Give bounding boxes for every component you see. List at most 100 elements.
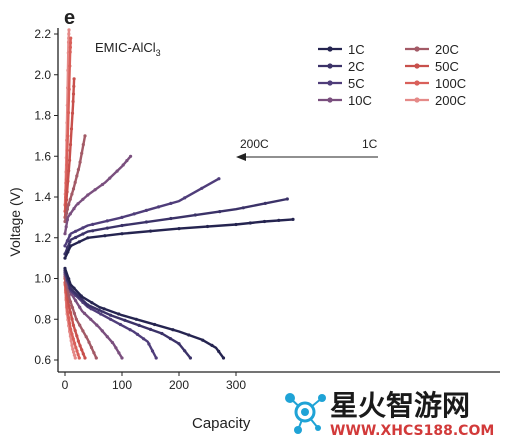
legend-marker-10C <box>327 97 333 103</box>
x-axis-label: Capacity <box>192 415 251 432</box>
series-5C-marker <box>132 212 136 216</box>
series-10C-marker <box>117 351 121 355</box>
series-5C-marker <box>128 328 132 332</box>
series-20C-marker <box>83 134 87 138</box>
legend-label-10C: 10C <box>348 93 372 108</box>
series-5C-marker <box>120 215 124 219</box>
series-5C-marker <box>105 219 109 223</box>
x-ticks: 0 100 200 300 <box>62 372 246 392</box>
series-100C-marker <box>67 87 71 91</box>
series-1C-marker <box>262 219 267 224</box>
series-10C-marker <box>100 329 104 333</box>
series-2C-marker <box>109 313 113 317</box>
series-1C-marker <box>86 236 90 240</box>
series-5C-charge <box>63 177 221 248</box>
series-20C-marker <box>73 180 77 184</box>
legend-label-20C: 20C <box>435 42 459 57</box>
series-100C-marker <box>66 134 70 138</box>
series-50C-marker <box>67 169 71 173</box>
series-10C-marker <box>89 317 93 321</box>
series-200C-marker <box>67 28 71 32</box>
legend-label-50C: 50C <box>435 59 459 74</box>
series-5C-marker <box>74 229 78 233</box>
series-2C-marker <box>148 327 153 331</box>
series-100C-marker <box>74 345 78 350</box>
series-50C-marker <box>64 198 69 202</box>
series-20C-marker <box>70 306 75 310</box>
series-5C-marker <box>157 205 161 209</box>
series-1C-marker <box>177 227 181 231</box>
series-20C-marker <box>67 294 71 298</box>
series-20C-marker <box>81 143 85 147</box>
legend-marker-20C <box>414 46 420 52</box>
series-5C-marker <box>109 317 113 321</box>
series-50C-marker <box>81 352 85 356</box>
series-2C-marker <box>74 235 78 240</box>
series-200C-marker <box>69 339 73 343</box>
series-50C-marker <box>71 92 76 96</box>
series-200C-marker <box>70 343 74 347</box>
series-50C-marker <box>66 179 70 183</box>
series-10C-marker <box>125 159 129 163</box>
series-100C-marker <box>66 111 71 115</box>
series-50C-marker <box>68 158 72 162</box>
series-100C-marker <box>70 332 74 336</box>
series-10C-marker <box>100 182 105 187</box>
series-1C-marker <box>201 338 205 342</box>
series-2C-marker <box>91 229 95 233</box>
series-1C-marker <box>277 218 281 222</box>
series-50C-marker <box>70 111 75 115</box>
series-10C-marker <box>93 188 97 192</box>
series-50C-marker <box>71 323 76 327</box>
series-100C-marker <box>65 163 69 167</box>
series-20C-marker <box>87 340 91 344</box>
series-1C-marker <box>148 229 153 233</box>
series-5C-marker <box>150 349 155 353</box>
series-20C-marker <box>92 351 96 355</box>
series-10C-marker <box>82 311 87 315</box>
series-50C-marker <box>71 99 75 104</box>
series-10C-marker <box>81 197 85 201</box>
y-tick-label: 1.2 <box>34 231 51 245</box>
series-5C-marker <box>142 337 146 341</box>
x-tick-label: 100 <box>112 378 132 392</box>
series-200C-marker <box>72 350 76 354</box>
series-2C-marker <box>81 232 85 236</box>
series-1C-marker <box>117 312 121 316</box>
series-200C-marker <box>71 347 75 351</box>
series-5C-marker <box>81 226 85 230</box>
series-layer <box>63 28 295 360</box>
series-100C-marker <box>75 349 79 353</box>
series-1C-marker <box>217 349 221 353</box>
watermark-logo-icon <box>285 393 326 434</box>
series-100C-marker <box>68 45 72 50</box>
series-5C-marker <box>63 244 67 248</box>
legend-marker-1C <box>327 46 333 52</box>
watermark: 星火智游网 WWW.XHCS188.COM <box>262 380 510 442</box>
series-1C-marker <box>234 222 238 227</box>
series-2C-marker <box>183 349 187 353</box>
series-5C-marker <box>217 177 221 181</box>
annotation-left: 200C <box>240 137 269 151</box>
series-50C-marker <box>67 304 71 308</box>
series-1C-marker <box>69 244 73 248</box>
series-5C-marker <box>135 332 140 336</box>
series-100C-marker <box>68 41 73 45</box>
series-2C-marker <box>188 356 192 360</box>
series-10C-marker <box>95 323 99 327</box>
series-10C-marker <box>78 305 82 309</box>
chart-title-main: EMIC-AlCl <box>95 40 156 55</box>
series-200C-marker <box>67 32 71 36</box>
legend-label-1C: 1C <box>348 42 365 57</box>
series-10C-marker <box>86 193 90 197</box>
series-2C-marker <box>285 197 289 201</box>
series-2C-marker <box>68 240 72 244</box>
series-20C-marker <box>65 207 69 211</box>
series-200C-marker <box>73 356 77 360</box>
panel-label: e <box>64 7 75 29</box>
annotation-right: 1C <box>362 137 378 151</box>
series-10C-marker <box>65 218 69 222</box>
series-10C-marker <box>68 212 72 216</box>
y-ticks: 0.6 0.8 1.0 1.2 1.4 1.6 1.8 2.0 2.2 <box>34 27 58 367</box>
annotation-arrow-head <box>236 153 246 161</box>
